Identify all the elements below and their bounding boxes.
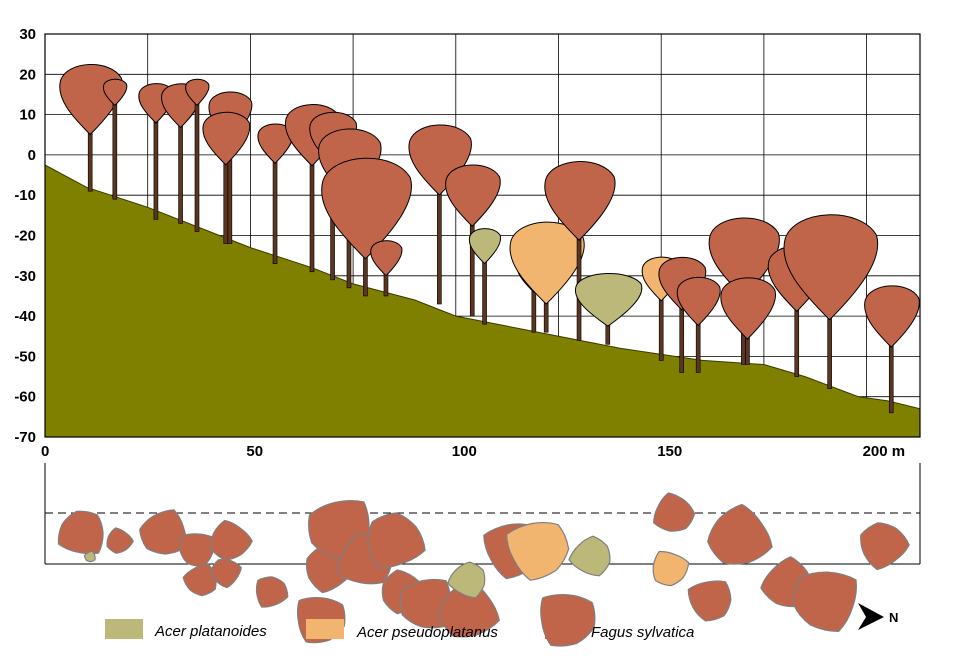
y-tick-label: -20 [14, 228, 36, 245]
plan-crown [687, 580, 732, 622]
profile-trees [59, 64, 920, 414]
tree-crown [544, 161, 616, 241]
tree-trunk [194, 94, 200, 232]
x-tick-label: 50 [246, 443, 263, 460]
ground-area [44, 164, 921, 438]
profile-tree [102, 78, 128, 200]
profile-tree [321, 157, 412, 297]
plan-crown [653, 492, 696, 532]
plan-crown [860, 522, 910, 571]
tree-crown [370, 240, 403, 277]
y-tick-label: -10 [14, 187, 36, 204]
tree-crown [321, 157, 412, 260]
y-tick-label: 10 [19, 107, 36, 124]
x-axis-ticks: 0 50 100 150 200 m [41, 443, 905, 460]
profile-tree [445, 164, 501, 317]
profile-tree [676, 276, 721, 373]
tree-crown [202, 111, 251, 166]
plan-crowns [57, 492, 910, 647]
y-tick-label: -50 [14, 348, 36, 365]
profile-tree [370, 240, 403, 297]
x-tick-label: 0 [41, 443, 49, 460]
tree-crown [509, 221, 585, 305]
y-axis-ticks: 30 20 10 0 -10 -20 -30 -40 -50 -60 -70 [14, 26, 36, 446]
legend-swatch-acer-pseudoplatanus [306, 619, 344, 639]
x-tick-label: 150 [657, 443, 682, 460]
profile-tree [783, 214, 879, 389]
tree-crown [574, 273, 643, 327]
plan-crown [179, 533, 215, 567]
tree-crown [185, 78, 210, 107]
profile-frame [44, 33, 921, 438]
profile-tree [864, 285, 920, 414]
tree-crown [864, 285, 920, 348]
tree-crown [445, 164, 501, 227]
profile-tree [544, 161, 616, 341]
legend-swatch-acer-platanoides [105, 619, 143, 639]
x-tick-label: 200 m [863, 443, 906, 460]
y-tick-label: -70 [14, 429, 36, 446]
y-tick-label: 30 [19, 26, 36, 43]
x-tick-label: 100 [452, 443, 477, 460]
plan-crown [255, 576, 289, 608]
profile-tree [509, 221, 585, 333]
plan-crown [210, 519, 253, 561]
crown-plan-view [44, 463, 921, 647]
legend: Acer platanoides Acer pseudoplatanus Fag… [105, 619, 694, 641]
profile-tree [720, 277, 776, 365]
ground-slope [44, 164, 921, 438]
profile-tree [185, 78, 210, 232]
profile-tree [202, 111, 251, 244]
tree-crown [257, 123, 294, 165]
profile-tree [574, 273, 643, 345]
y-tick-label: 0 [28, 147, 36, 164]
plan-crown [707, 503, 773, 565]
plan-crown [83, 550, 96, 563]
plan-crown [210, 558, 242, 589]
y-tick-label: -30 [14, 268, 36, 285]
north-arrow-icon [858, 603, 884, 630]
legend-label-acer-platanoides: Acer platanoides [154, 623, 267, 640]
y-tick-label: -40 [14, 308, 36, 325]
plan-crown [139, 509, 187, 555]
north-arrow: N [858, 603, 898, 630]
tree-crown [468, 228, 502, 265]
y-tick-label: -60 [14, 389, 36, 406]
profile-tree [257, 123, 294, 265]
tree-crown [102, 78, 128, 107]
legend-swatch-fagus-sylvatica [545, 619, 583, 639]
north-arrow-label: N [889, 610, 898, 625]
tree-trunk [272, 146, 278, 265]
tree-crown [676, 276, 721, 327]
tree-crown [783, 214, 879, 321]
plan-crown [106, 527, 134, 554]
plan-crown [182, 563, 217, 597]
legend-label-fagus-sylvatica: Fagus sylvatica [591, 624, 694, 641]
y-tick-label: 20 [19, 66, 36, 83]
plan-crown [447, 561, 486, 599]
plan-crown [367, 512, 426, 569]
plan-crown [652, 550, 690, 587]
tree-crown [720, 277, 776, 340]
tree-trunk [112, 94, 118, 200]
plan-crown [57, 510, 104, 555]
legend-label-acer-pseudoplatanus: Acer pseudoplatanus [356, 624, 498, 641]
profile-tree [468, 228, 502, 325]
plan-crown [438, 580, 500, 638]
plan-crown [568, 535, 611, 577]
plan-crown [792, 571, 858, 633]
tree-crown [408, 124, 472, 196]
profile-tree [408, 124, 472, 305]
plan-crown [505, 521, 570, 581]
